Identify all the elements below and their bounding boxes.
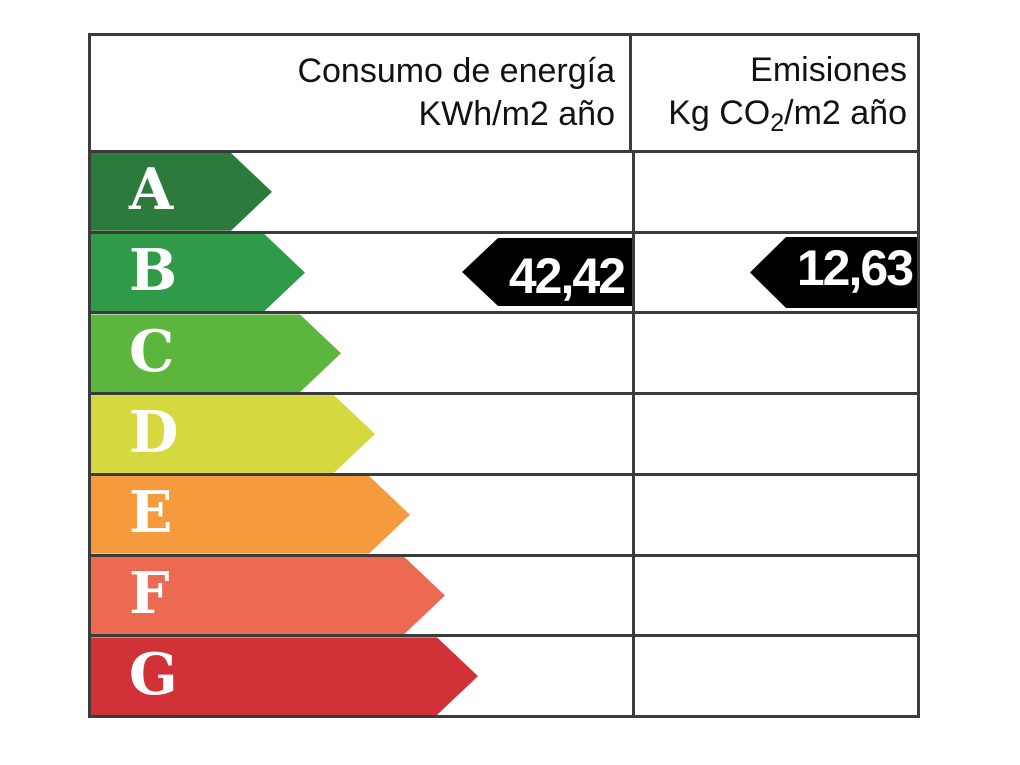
table-header: Consumo de energía KWh/m2 año Emisiones … [91, 36, 917, 153]
rating-letter-b: B [129, 237, 178, 305]
rating-row-d: D [91, 392, 917, 473]
rating-bar-a: A [91, 153, 272, 231]
rating-letter-c: C [129, 317, 175, 385]
consumption-header-title: Consumo de energía [297, 52, 615, 90]
co2-subscript: 2 [770, 108, 785, 137]
emissions-value: 12,63 [796, 239, 914, 296]
energy-rating-table: Consumo de energía KWh/m2 año Emisiones … [88, 33, 920, 718]
rating-letter-e: E [129, 479, 173, 547]
rating-bar-d: D [91, 395, 375, 473]
rating-bar-g: G [91, 637, 478, 715]
column-divider [632, 153, 635, 715]
rating-bar-e: E [91, 476, 410, 554]
rating-row-b: B [91, 230, 917, 312]
consumption-value: 42,42 [508, 248, 626, 304]
rating-row-a: A [91, 153, 917, 231]
consumption-column-header: Consumo de energía KWh/m2 año [91, 36, 632, 150]
rating-row-g: G [91, 634, 917, 715]
rating-bar-b: B [91, 234, 305, 312]
consumption-value-pointer: 42,42 [462, 238, 632, 306]
rating-row-c: C [91, 311, 917, 392]
consumption-header-unit: KWh/m2 año [418, 95, 615, 133]
rating-row-e: E [91, 472, 917, 554]
emissions-value-pointer: 12,63 [750, 237, 917, 308]
rating-letter-a: A [129, 156, 174, 224]
rating-letter-f: F [129, 559, 170, 627]
rating-letter-g: G [129, 640, 178, 708]
rating-row-f: F [91, 553, 917, 635]
rating-bar-f: F [91, 557, 445, 635]
rating-bar-c: C [91, 314, 341, 392]
rating-rows: A B C D E [91, 153, 917, 715]
rating-letter-d: D [129, 398, 179, 466]
emissions-column-header: Emisiones Kg CO2/m2 año [632, 36, 917, 150]
emissions-header-title: Emisiones [750, 50, 907, 89]
emissions-header-unit: Kg CO2/m2 año [668, 93, 907, 137]
